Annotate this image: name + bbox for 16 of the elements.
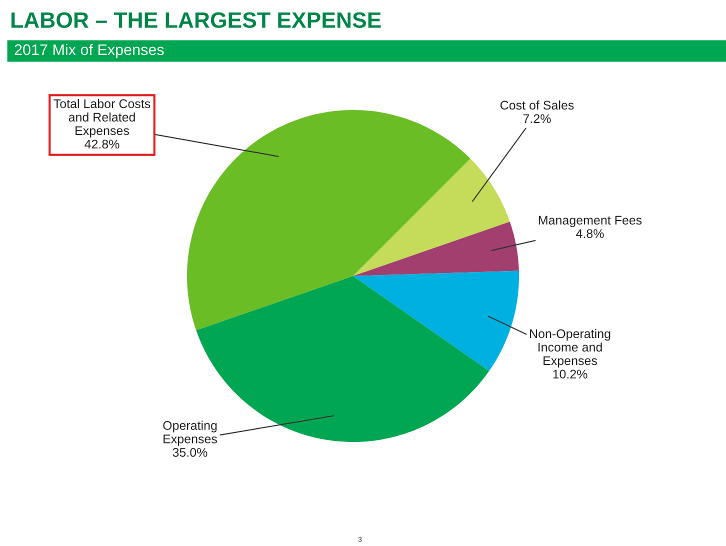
pie-slice <box>187 110 470 330</box>
data-label: 4.8% <box>576 229 604 238</box>
slice-label: Operating Expenses <box>163 420 217 446</box>
chart-title: LABOR – THE LARGEST EXPENSE <box>11 12 381 28</box>
data-label: 35.0% <box>172 448 208 457</box>
pie-slice <box>353 158 510 276</box>
pie-slice <box>353 270 519 372</box>
slice-label: Total Labor Costs and Related Expenses <box>54 98 150 138</box>
chart-subtitle: 2017 Mix of Expenses <box>14 44 164 58</box>
data-label: 7.2% <box>523 114 551 124</box>
slice-label: Non-Operating Income and Expenses <box>530 328 610 368</box>
slice-label: Management Fees <box>538 216 642 228</box>
pie-slice <box>353 222 519 276</box>
data-label: 42.8% <box>84 140 120 149</box>
data-label: 10.2% <box>553 370 588 379</box>
slice-label: Cost of Sales <box>500 100 574 110</box>
